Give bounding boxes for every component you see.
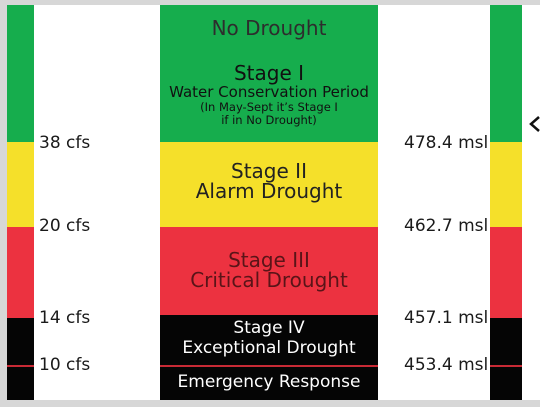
flow-label-stage4: 14 cfs	[39, 308, 91, 328]
stage3-title: Stage III	[228, 248, 310, 272]
stage4-subtitle: Exceptional Drought	[182, 338, 356, 358]
stage1-subtitle: Water Conservation Period	[169, 83, 369, 101]
stage1-title: Stage I	[233, 61, 305, 85]
stage1-note-line2: if in No Drought)	[221, 113, 317, 127]
right-margin	[522, 5, 540, 400]
no-drought-label: No Drought	[211, 16, 327, 40]
stage1-note-line1: (In May-Sept it’s Stage I	[200, 100, 338, 114]
flow-label-emergency: 10 cfs	[39, 355, 91, 375]
stage2-title: Stage II	[231, 159, 307, 183]
level-label-stage4: 457.1 msl	[404, 308, 489, 328]
stage4-title: Stage IV	[233, 318, 305, 338]
arrow-left-icon	[527, 115, 540, 138]
level-label-stage2: 478.4 msl	[404, 133, 489, 153]
emergency-response-label: Emergency Response	[177, 372, 361, 392]
stage3-subtitle: Critical Drought	[190, 268, 348, 292]
flow-label-stage3: 20 cfs	[39, 216, 91, 236]
level-label-stage3: 462.7 msl	[404, 216, 489, 236]
flow-label-stage2: 38 cfs	[39, 133, 91, 153]
left-label-column	[34, 5, 160, 400]
right-label-column	[378, 5, 490, 400]
stage2-subtitle: Alarm Drought	[195, 179, 343, 203]
level-label-emergency: 453.4 msl	[404, 355, 489, 375]
